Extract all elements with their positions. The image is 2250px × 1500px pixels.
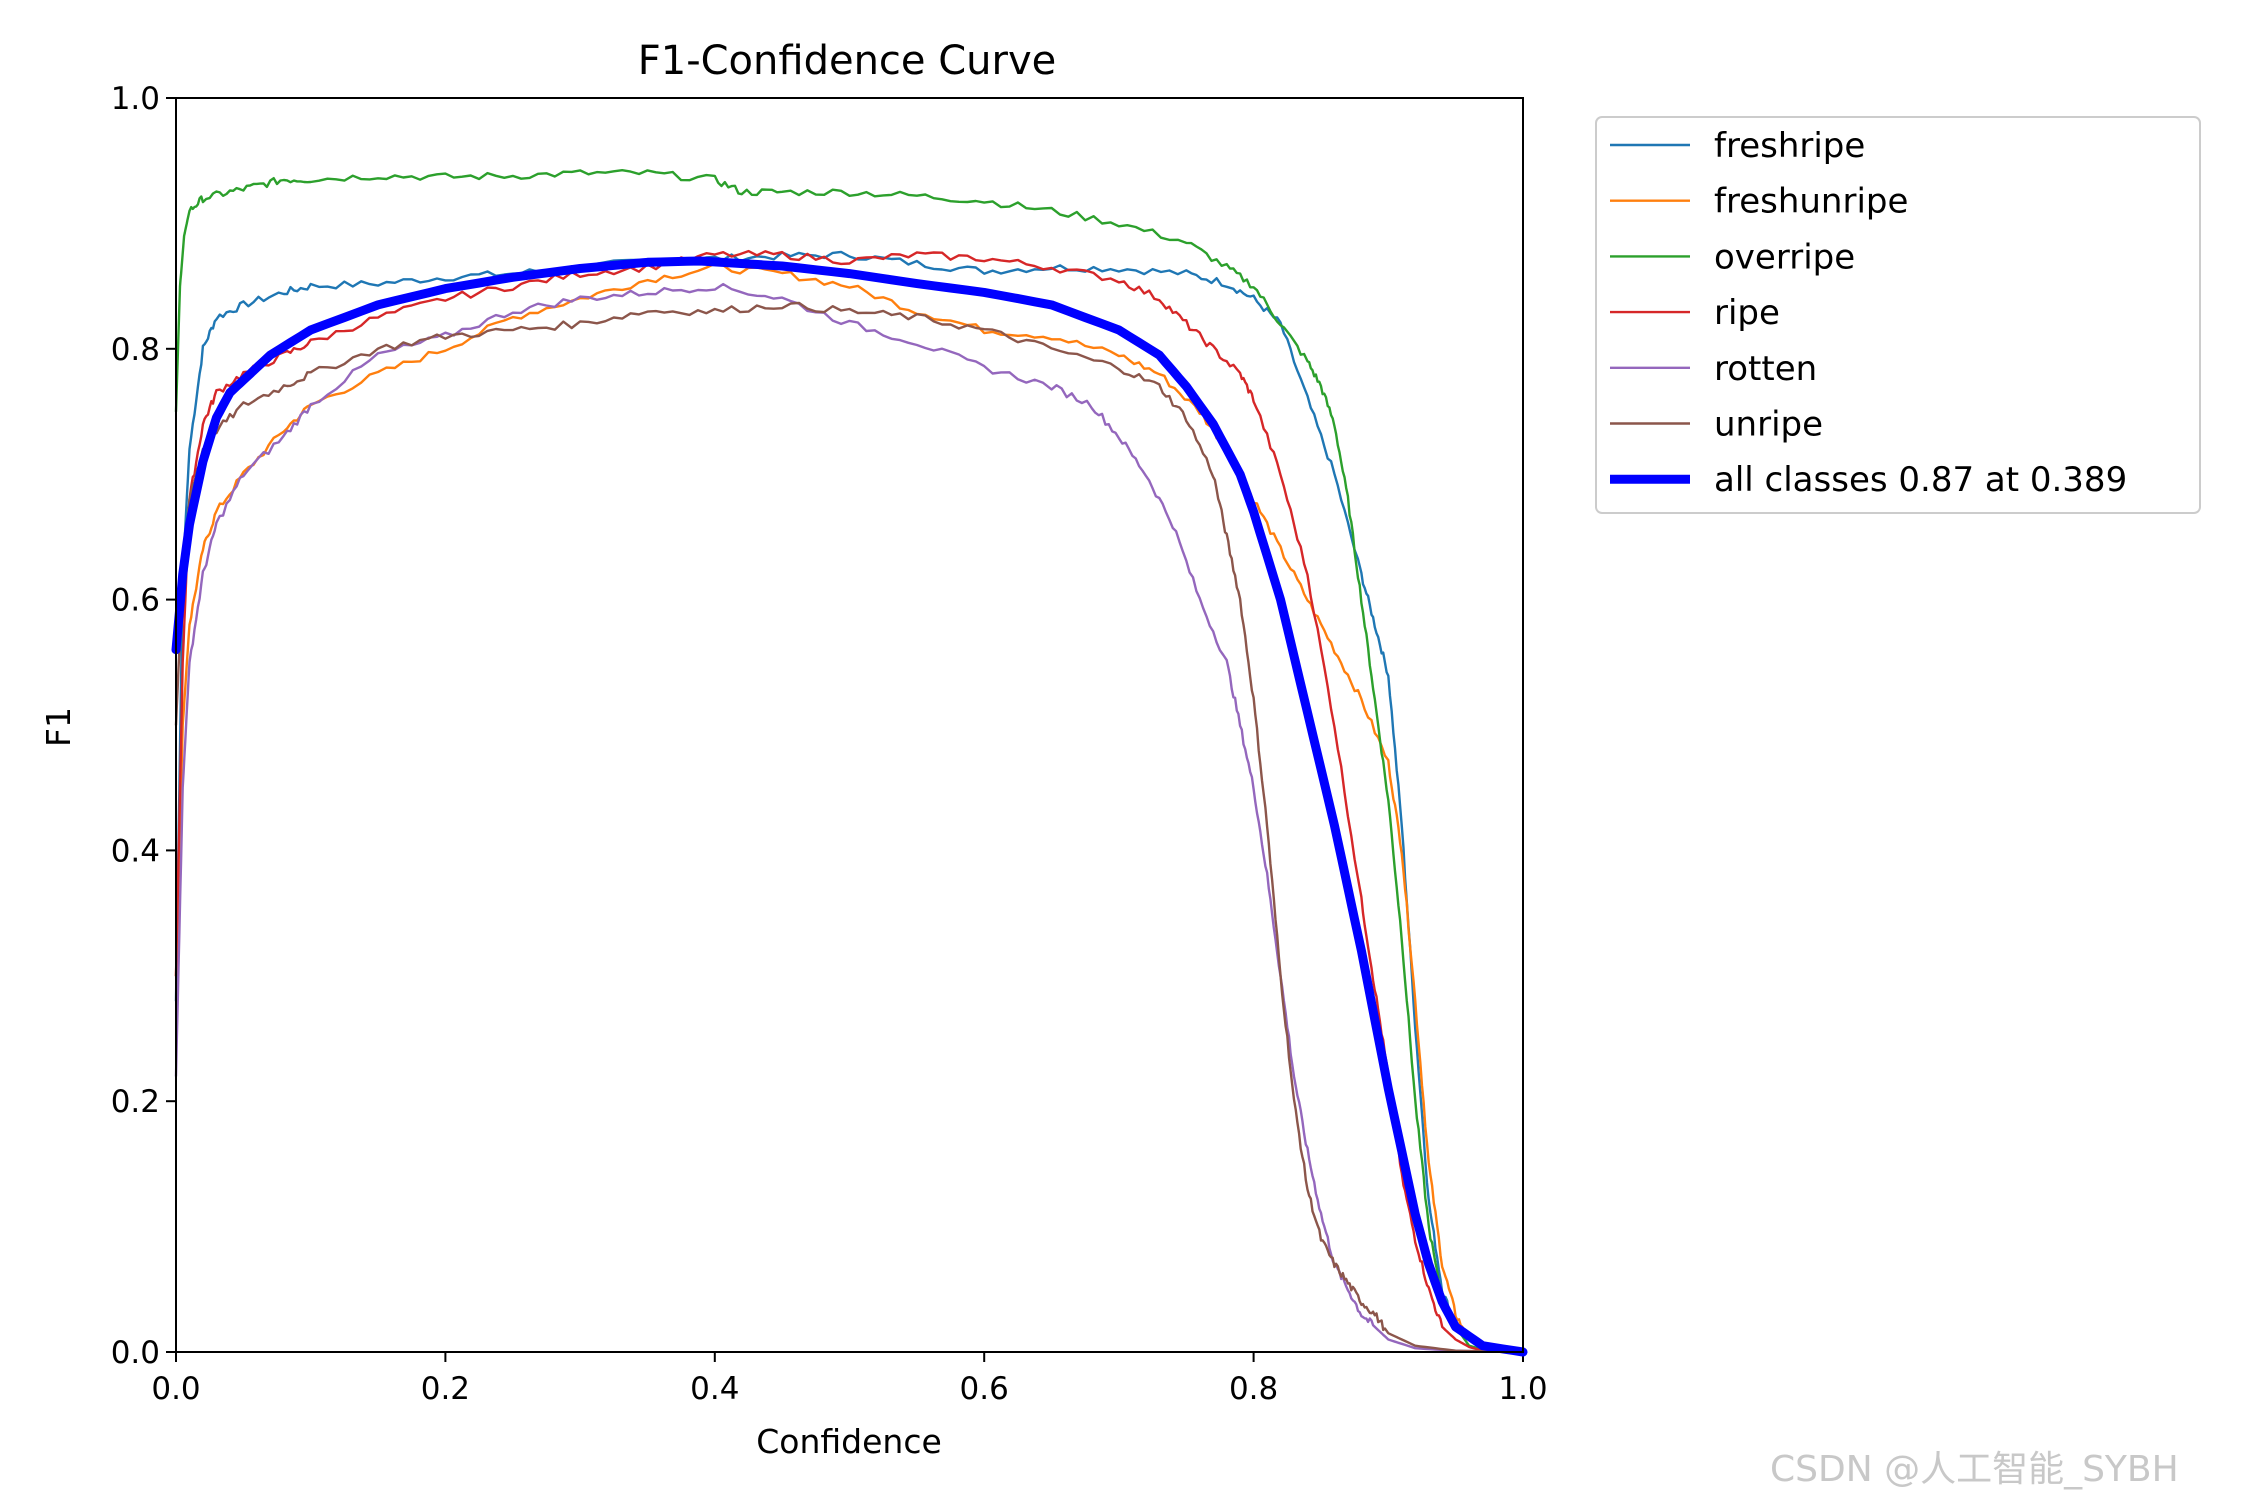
legend-label: freshripe [1714,126,1865,166]
x-tick-label: 0.6 [960,1371,1009,1407]
legend-label: overripe [1714,237,1855,277]
legend-label: all classes 0.87 at 0.389 [1714,460,2127,500]
y-tick-label: 0.2 [111,1084,160,1120]
y-axis-label: F1 [39,707,78,747]
plot-frame [175,97,1524,1353]
series-line-freshripe [174,250,1525,1354]
y-tick-label: 0.0 [111,1335,160,1371]
x-tick-label: 0.8 [1229,1371,1278,1407]
series-line-all [171,256,1528,1357]
legend-frame [1595,116,2201,514]
series-line-unripe [174,301,1525,1354]
series-line-overripe [174,169,1525,1354]
series-line-ripe [174,249,1525,1354]
legend-label: freshunripe [1714,182,1908,222]
watermark: CSDN @人工智能_SYBH [1770,1449,2179,1490]
legend-label: unripe [1714,405,1823,445]
chart-title: F1-Confidence Curve [638,38,1057,84]
x-tick-label: 0.2 [421,1371,470,1407]
series-line-freshunripe [174,262,1525,1354]
x-tick-label: 0.0 [151,1371,200,1407]
x-tick-label: 1.0 [1498,1371,1547,1407]
y-tick-label: 1.0 [111,81,160,117]
x-axis-label: Confidence [756,1422,942,1461]
y-tick-label: 0.4 [111,833,160,869]
legend-label: ripe [1714,293,1780,333]
y-tick-label: 0.8 [111,332,160,368]
series-line-rotten [174,282,1525,1354]
legend-label: rotten [1714,349,1817,389]
y-tick-label: 0.6 [111,583,160,619]
legend: freshripe freshunripe overripe ripe rotten un… [1595,116,2201,514]
x-tick-label: 0.4 [690,1371,739,1407]
